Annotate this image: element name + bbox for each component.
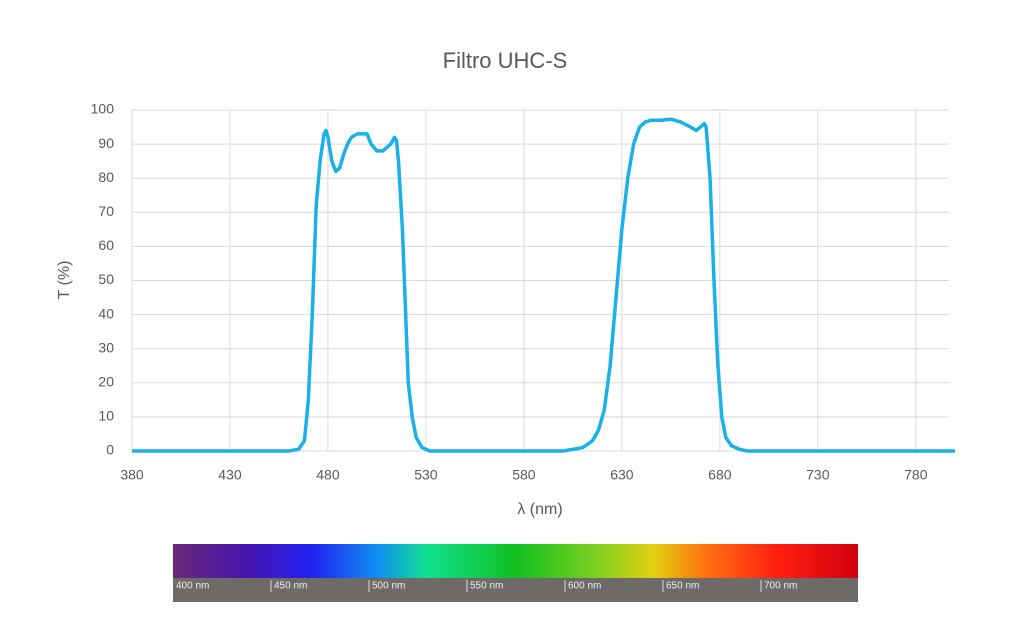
y-tick-label: 40 [98,305,114,321]
x-tick-label: 630 [610,467,634,483]
y-axis-label: T (%) [56,261,73,300]
y-tick-label: 60 [98,237,114,253]
y-tick-label: 0 [106,442,114,458]
y-tick-label: 80 [98,169,114,185]
x-tick-label: 380 [120,467,144,483]
spectrum-bar [173,544,858,578]
x-tick-label: 480 [316,467,340,483]
y-tick-label: 50 [98,271,114,287]
spectrum-label: 500 nm [372,581,405,592]
x-tick-label: 430 [218,467,242,483]
chart-title: Filtro UHC-S [443,48,568,73]
y-tick-label: 20 [98,374,114,390]
x-tick-label: 530 [414,467,438,483]
data-line [132,117,955,453]
y-tick-label: 10 [98,408,114,424]
x-tick-label: 580 [512,467,536,483]
spectrum-label: 400 nm [176,581,209,592]
spectrum-label: 600 nm [568,581,601,592]
spectrum-label: 550 nm [470,581,503,592]
y-tick-label: 70 [98,203,114,219]
y-tick-label: 100 [91,101,115,117]
x-tick-label: 680 [708,467,732,483]
x-tick-label: 730 [806,467,830,483]
y-tick-label: 90 [98,135,114,151]
x-axis-label: λ (nm) [517,501,562,518]
spectrum-label: 700 nm [764,581,797,592]
x-tick-label: 780 [904,467,928,483]
spectrum-label: 450 nm [274,581,307,592]
spectrum-label: 650 nm [666,581,699,592]
y-tick-label: 30 [98,339,114,355]
spectrum-scale [173,578,858,602]
